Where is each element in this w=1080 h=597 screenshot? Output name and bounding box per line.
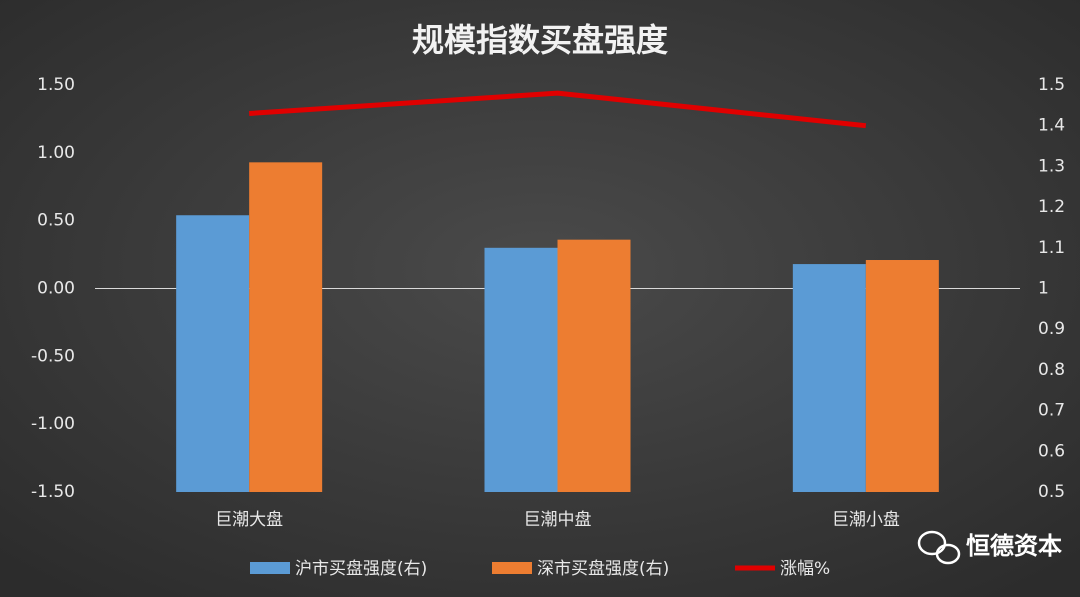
x-tick-label: 巨潮小盘 [832,510,900,530]
line [249,90,867,129]
bar [484,247,558,492]
x-tick-label: 巨潮中盘 [524,510,592,530]
y2-tick-label: 0.6 [1038,441,1065,461]
watermark-icon [917,530,961,565]
y2-tick-label: 0.8 [1038,360,1065,380]
watermark: 恒德资本 [966,532,1062,560]
y-tick-label: 1.00 [37,143,75,163]
legend-label: 沪市买盘强度(右) [295,559,427,579]
y-tick-label: -0.50 [31,346,75,366]
legend-label: 涨幅% [780,559,830,579]
y-tick-label: -1.50 [31,482,75,502]
y2-tick-label: 1.2 [1038,197,1065,217]
legend-swatch [250,562,290,574]
y-tick-label: 1.50 [37,75,75,95]
y-tick-label: -1.00 [31,414,75,434]
y2-tick-label: 1.4 [1038,116,1065,136]
chart-title: 规模指数买盘强度 [412,21,668,59]
y-tick-label: 0.50 [37,211,75,231]
bar [792,264,866,492]
y2-tick-label: 0.7 [1038,401,1065,421]
y2-tick-label: 1 [1038,279,1049,299]
x-tick-label: 巨潮大盘 [215,510,283,530]
bar [176,215,250,493]
y-tick-label: 0.00 [37,279,75,299]
y2-tick-label: 1.1 [1038,238,1065,258]
y2-tick-label: 1.3 [1038,156,1065,176]
y2-tick-label: 1.5 [1038,75,1065,95]
bar [557,239,631,492]
y2-tick-label: 0.9 [1038,319,1065,339]
legend-label: 深市买盘强度(右) [537,559,669,579]
bar [249,162,323,492]
legend-swatch [492,562,532,574]
y2-tick-label: 0.5 [1038,482,1065,502]
bar [865,260,939,492]
